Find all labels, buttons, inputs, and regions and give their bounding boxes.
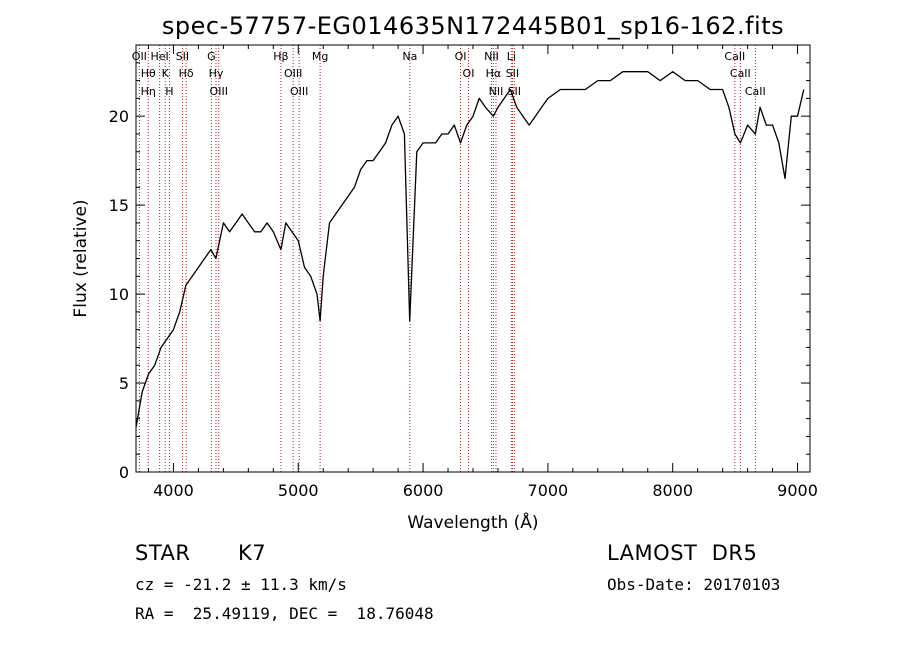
plot-frame [135,44,811,473]
redshift-velocity: cz = -21.2 ± 11.3 km/s [135,575,347,594]
spectral-line-label: CaII [724,50,745,63]
spectral-line-label: Hθ [141,67,156,80]
x-tick-label: 7000 [528,481,569,500]
spectral-line-label: H [165,85,173,98]
y-tick-label: 0 [119,463,129,482]
spectral-line-label: CaII [730,67,751,80]
spectral-line-label: SII [508,85,521,98]
object-class: STAR [135,541,191,565]
spectral-line-label: OI [463,67,475,80]
observation-date: Obs-Date: 20170103 [607,575,781,594]
y-axis-label: Flux (relative) [71,199,91,317]
ra-dec-coordinates: RA = 25.49119, DEC = 18.76048 [135,604,434,623]
spectral-line-label: Li [507,50,516,63]
spectral-line-label: K [162,67,170,80]
spectral-line-label: OIII [284,67,302,80]
spectral-line-label: OI [455,50,467,63]
spectral-line-label: NII [489,85,504,98]
spectrum-series-line [135,71,805,428]
y-tick-label: 5 [119,374,129,393]
spectral-line-label: Hδ [179,67,194,80]
x-tick-label: 4000 [153,481,194,500]
y-tick-label: 20 [109,107,129,126]
spectral-line-label: SII [506,67,519,80]
spectral-line-label: Mg [312,50,328,63]
x-tick-label: 8000 [652,481,693,500]
spectral-line-label: Hα [486,67,502,80]
spectral-line-label: OII [132,50,147,63]
spectral-line-label: OIII [210,85,228,98]
spectral-line-label: HeI [150,50,168,63]
object-subclass: K7 [238,541,267,565]
x-tick-label: 6000 [403,481,444,500]
spectral-line-label: OIII [290,85,308,98]
survey-name: LAMOST DR5 [607,541,758,565]
spectral-line-label: CaII [745,85,766,98]
spectral-line-label: Hη [141,85,156,98]
y-tick-label: 10 [109,285,129,304]
spectral-line-label: Na [402,50,417,63]
spectral-line-label: Hγ [209,67,224,80]
spectral-line-label: Hβ [273,50,288,63]
x-tick-label: 9000 [777,481,818,500]
y-tick-label: 15 [109,196,129,215]
x-tick-label: 5000 [278,481,319,500]
spectral-line-label: SII [176,50,189,63]
spectral-line-label: G [207,50,216,63]
spectral-line-label: NII [484,50,499,63]
x-axis-label: Wavelength (Å) [407,511,538,533]
chart-title: spec-57757-EG014635N172445B01_sp16-162.f… [162,12,784,40]
